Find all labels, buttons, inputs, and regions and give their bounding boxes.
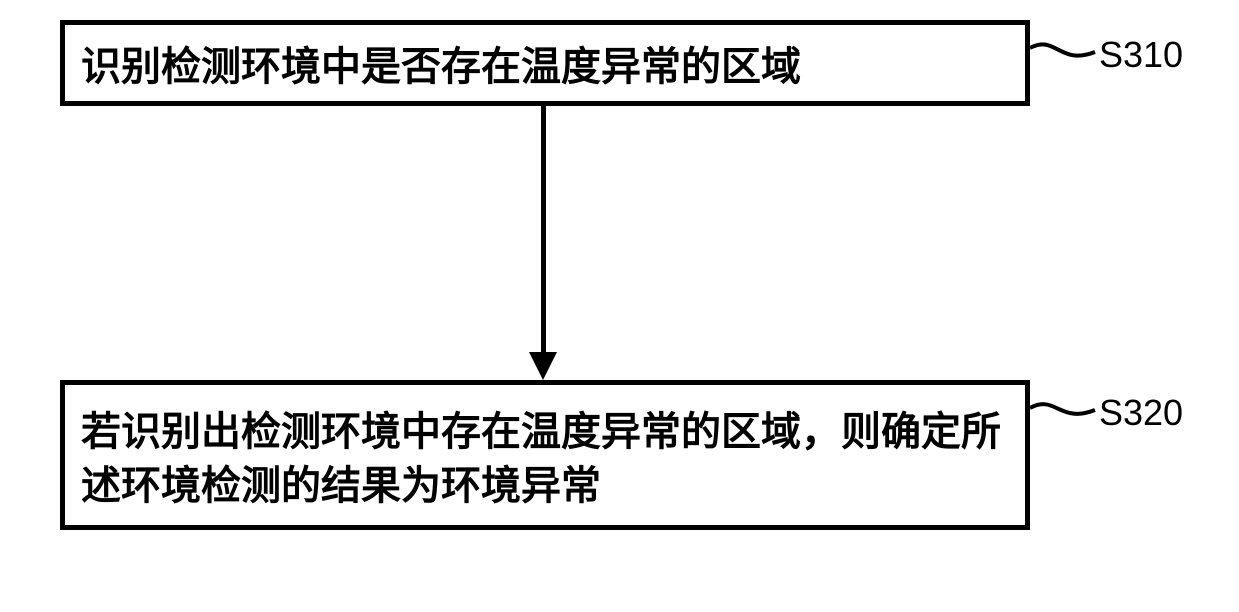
flow-arrowhead-s310-s320 <box>529 352 557 380</box>
flow-edge-s310-s320 <box>541 106 546 358</box>
flow-node-s320-text: 若识别出检测环境中存在温度异常的区域，则确定所述环境检测的结果为环境异常 <box>81 405 1013 513</box>
flow-label-s310: S310 <box>1099 34 1183 76</box>
flowchart-canvas: 识别检测环境中是否存在温度异常的区域 S310 若识别出检测环境中存在温度异常的… <box>0 0 1239 612</box>
flow-node-s320: 若识别出检测环境中存在温度异常的区域，则确定所述环境检测的结果为环境异常 <box>60 380 1030 530</box>
label-connector-s310 <box>1030 40 1110 120</box>
flow-node-s310: 识别检测环境中是否存在温度异常的区域 <box>60 20 1030 106</box>
flow-label-s320: S320 <box>1099 392 1183 434</box>
label-connector-s320 <box>1030 400 1110 480</box>
flow-node-s310-text: 识别检测环境中是否存在温度异常的区域 <box>81 40 801 94</box>
